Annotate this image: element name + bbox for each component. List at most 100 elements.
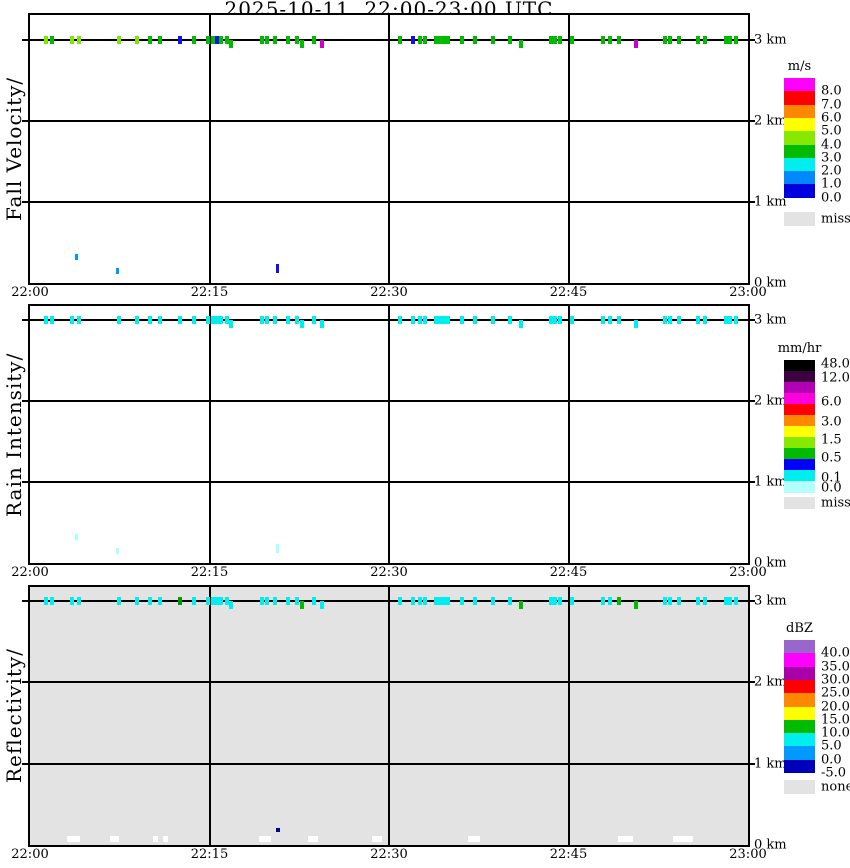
time-label: 22:00 [11,285,49,300]
legend-band [784,719,815,734]
legend-value-label: 25.0 [821,685,850,701]
legend-band [784,437,815,449]
echo-mark [734,597,739,605]
height-label: 3 km [754,593,787,609]
echo-mark [633,601,638,609]
echo-mark [418,597,423,605]
echo-mark [570,597,575,605]
echo-mark [49,36,54,44]
echo-mark [558,316,563,324]
legend-title: m/s [787,59,812,74]
echo-mark [260,597,265,605]
legend-band [784,470,815,482]
height-label: 1 km [754,756,787,772]
echo-mark [286,597,291,605]
legend-band [784,404,815,416]
time-label: 22:30 [370,847,408,862]
surface-gap [617,836,634,842]
echo-mark [77,36,82,44]
echo-mark [676,36,681,44]
echo-mark [116,316,121,324]
echo-mark [206,316,211,324]
echo-mark [211,36,216,44]
legend-value-label: 12.0 [821,370,850,386]
legend-value-label: 6.0 [821,110,842,126]
echo-mark [422,597,427,605]
echo-mark [734,36,739,44]
time-label: 22:00 [11,565,49,580]
echo-mark [507,316,512,324]
legend-band [784,706,815,721]
legend-value-label: 2.0 [821,163,842,179]
echo-mark [668,597,673,605]
legend-value-label: 0.0 [821,752,842,768]
time-gridline [388,15,390,283]
legend-value-label: 6.0 [821,394,842,410]
echo-mark [616,36,621,44]
echo-mark [723,597,732,605]
height-label: 2 km [754,674,787,690]
echo-mark [473,597,478,605]
time-label: 22:30 [370,285,408,300]
echo-mark [134,316,139,324]
echo-mark [397,597,402,605]
echo-mark [214,316,219,324]
legend-band [784,666,815,681]
echo-mark [286,36,291,44]
legend-band [784,104,815,119]
echo-mark [264,36,269,44]
echo-mark [702,597,707,605]
echo-mark [69,316,74,324]
echo-mark [410,36,415,44]
echo-mark [147,316,152,324]
legend-miss-label: miss [821,495,850,511]
echo-mark [158,597,163,605]
echo-mark [459,316,464,324]
echo-mark [319,40,324,48]
echo-mark [663,316,668,324]
time-label: 23:00 [729,285,767,300]
time-gridline [209,587,211,845]
echo-mark [695,36,700,44]
echo-mark [633,40,638,48]
panel-y-label: Reflectivity/ [2,648,26,784]
echo-mark [663,597,668,605]
legend-value-label: 0.5 [821,450,842,466]
echo-mark [273,36,278,44]
echo-mark [191,597,196,605]
echo-mark [459,36,464,44]
echo-mark [311,597,316,605]
legend-band [784,157,815,172]
time-gridline [568,306,570,563]
time-label: 22:30 [370,565,408,580]
legend-band [784,171,815,185]
echo-mark [177,36,182,44]
legend-miss-band [784,780,815,794]
legend-band [784,371,815,383]
echo-mark [225,316,230,324]
legend-value-label: 35.0 [821,659,850,675]
legend-value-label: 5.0 [821,738,842,754]
time-label: 22:45 [549,847,588,862]
time-gridline [209,306,211,563]
echo-mark [191,316,196,324]
echo-mark [206,36,211,44]
time-label: 23:00 [729,847,767,862]
legend-value-label: 20.0 [821,699,850,714]
legend-band [784,91,815,106]
echo-mark [273,597,278,605]
echo-mark [410,597,415,605]
panel-y-label: Fall Velocity/ [2,76,26,222]
echo-mark [442,36,451,44]
legend-miss-label: none [821,779,850,795]
echo-mark [43,597,48,605]
legend-band [784,393,815,405]
echo-mark [723,316,732,324]
legend-band [784,382,815,394]
echo-mark [229,320,234,328]
echo-mark [507,36,512,44]
legend-miss-band [784,211,815,226]
echo-mark [219,316,224,324]
echo-mark [442,316,451,324]
legend-value-label: 30.0 [821,672,850,688]
